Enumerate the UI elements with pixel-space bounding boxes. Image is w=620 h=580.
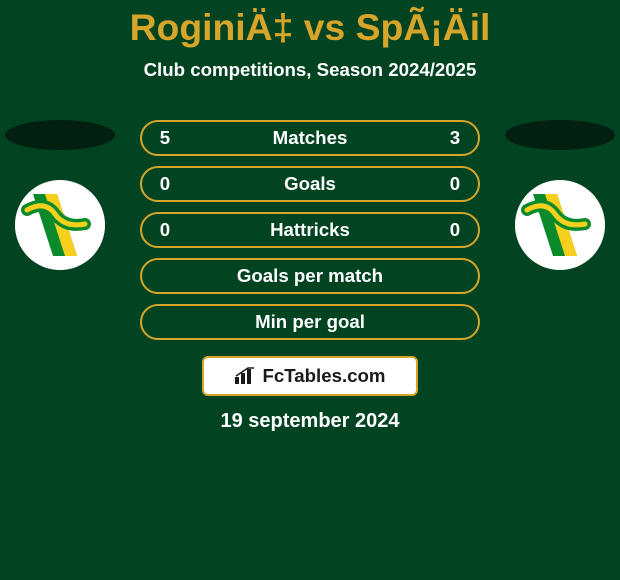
stat-row-min-per-goal: Min per goal: [140, 304, 480, 340]
snapshot-date: 19 september 2024: [0, 410, 620, 433]
stat-row-hattricks: 0 Hattricks 0: [140, 212, 480, 248]
bar-chart-icon: [234, 367, 256, 385]
club-crest-left: [15, 180, 105, 270]
stat-label: Hattricks: [174, 219, 446, 241]
stats-panel: 5 Matches 3 0 Goals 0 0 Hattricks 0 Goal…: [140, 120, 480, 350]
stat-right-value: 0: [446, 219, 464, 241]
player-left: [0, 120, 120, 270]
stat-right-value: 3: [446, 127, 464, 149]
stat-label: Goals: [174, 173, 446, 195]
stat-left-value: 0: [156, 173, 174, 195]
crest-icon: [15, 180, 105, 270]
player-right: [500, 120, 620, 270]
stat-label: Goals per match: [174, 265, 446, 287]
page-subtitle: Club competitions, Season 2024/2025: [0, 59, 620, 81]
club-crest-right: [515, 180, 605, 270]
stat-left-value: 5: [156, 127, 174, 149]
stat-right-value: 0: [446, 173, 464, 195]
brand-link[interactable]: FcTables.com: [202, 356, 418, 396]
stat-row-goals: 0 Goals 0: [140, 166, 480, 202]
stat-label: Min per goal: [174, 311, 446, 333]
brand-text: FcTables.com: [262, 365, 385, 387]
stat-row-goals-per-match: Goals per match: [140, 258, 480, 294]
stat-label: Matches: [174, 127, 446, 149]
stat-row-matches: 5 Matches 3: [140, 120, 480, 156]
crest-icon: [515, 180, 605, 270]
avatar-shadow: [5, 120, 115, 150]
comparison-card: RoginiÄ‡ vs SpÃ¡Äil Club competitions, S…: [0, 0, 620, 580]
avatar-shadow: [505, 120, 615, 150]
stat-left-value: 0: [156, 219, 174, 241]
page-title: RoginiÄ‡ vs SpÃ¡Äil: [0, 0, 620, 49]
